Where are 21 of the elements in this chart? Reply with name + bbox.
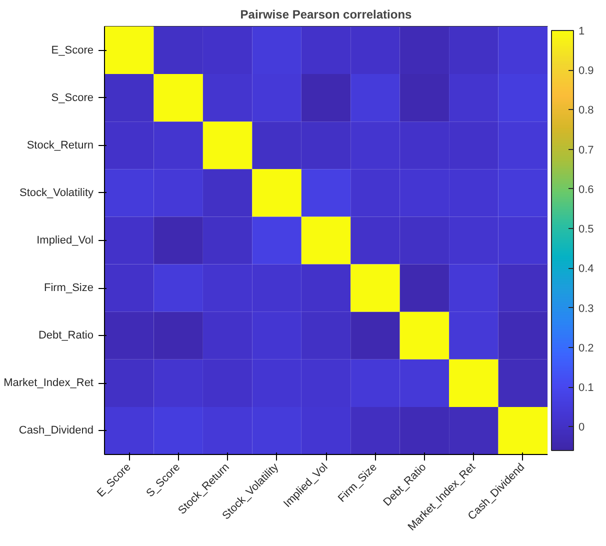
y-tick-label: Stock_Return — [26, 139, 94, 152]
color-bar-label: 0.2 — [578, 342, 594, 354]
color-bar-label: 0.8 — [578, 104, 594, 117]
y-tick-label: Cash_Dividend — [18, 424, 94, 437]
color-bar-label: 1 — [578, 26, 585, 38]
color-bar-label: 0.9 — [578, 65, 594, 78]
color-bar-label: 0.5 — [578, 224, 594, 236]
y-tick-label: E_Score — [51, 44, 94, 56]
y-tick-label: Implied_Vol — [36, 234, 94, 246]
color-bar-label: 0.7 — [578, 144, 594, 156]
color-bar-label: 0.6 — [578, 184, 594, 196]
y-tick-label: Stock_Volatility — [20, 186, 94, 199]
color-bar-label: 0.1 — [578, 382, 594, 394]
y-tick-label: S_Score — [51, 92, 94, 104]
color-bar-label: 0.4 — [578, 263, 594, 276]
y-tick-label: Market_Index_Ret — [4, 377, 94, 390]
y-tick-label: Firm_Size — [44, 282, 94, 294]
y-tick-label: Debt_Ratio — [38, 330, 94, 342]
chart-title: Pairwise Pearson correlations — [240, 8, 412, 22]
color-bar-label: 0 — [578, 422, 585, 434]
color-bar-label: 0.3 — [578, 302, 594, 315]
